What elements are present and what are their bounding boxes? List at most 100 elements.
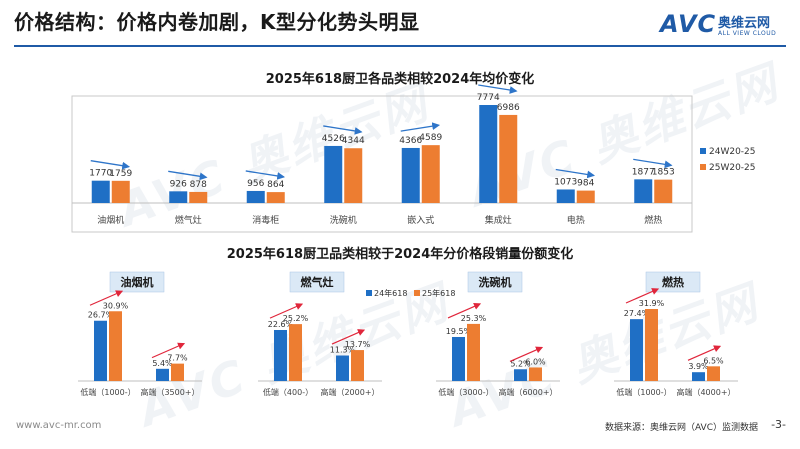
chart1-category-label: 电热 bbox=[567, 214, 585, 226]
chart2-bar-2025 bbox=[351, 350, 364, 381]
chart2-title: 2025年618厨卫品类相较于2024年分价格段销量份额变化 bbox=[226, 247, 574, 262]
chart2-data-label: 26.7% bbox=[88, 311, 114, 320]
chart2-data-label: 19.5% bbox=[446, 327, 472, 336]
chart2-legend-label: 25年618 bbox=[422, 288, 455, 298]
chart1-data-label: 6986 bbox=[497, 103, 520, 113]
chart1-title: 2025年618厨卫各品类相较2024年均价变化 bbox=[265, 72, 535, 87]
chart2-bar-2024 bbox=[630, 319, 643, 381]
chart1-bar-2024 bbox=[91, 180, 110, 203]
chart1-data-label: 7774 bbox=[477, 93, 500, 103]
chart1-frame bbox=[71, 95, 693, 233]
chart2-panel-title-box bbox=[467, 271, 523, 293]
chart2-category-label: 低端（1000-） bbox=[80, 387, 135, 397]
chart1-data-label: 1877 bbox=[632, 167, 655, 177]
chart2-trend-arrow bbox=[447, 303, 482, 319]
chart1-trend-arrow bbox=[478, 84, 518, 94]
chart1-data-label: 878 bbox=[190, 180, 207, 190]
chart2-trend-arrow bbox=[687, 345, 722, 361]
chart2-bar-2024 bbox=[156, 368, 169, 381]
chart2-panel-title-box bbox=[645, 271, 701, 293]
chart1-category-label: 燃气灶 bbox=[175, 214, 202, 226]
chart2-data-label: 31.9% bbox=[639, 299, 665, 308]
chart2-bar-2024 bbox=[692, 372, 705, 381]
chart1-bar-2025 bbox=[266, 192, 285, 203]
chart2-data-label: 3.9% bbox=[688, 362, 709, 371]
page-title: 价格结构：价格内卷加剧，K型分化势头明显 bbox=[14, 10, 420, 34]
chart2-bar-2024 bbox=[514, 369, 527, 381]
chart1-data-label: 1770 bbox=[89, 169, 112, 179]
chart1-data-label: 4589 bbox=[419, 133, 442, 143]
chart1-bar-2024 bbox=[479, 105, 498, 203]
chart1-bar-2024 bbox=[556, 189, 575, 203]
footer-source: 数据来源：奥维云网（AVC）监测数据 bbox=[604, 423, 758, 433]
chart1-category-label: 嵌入式 bbox=[407, 214, 434, 226]
chart2-bar-2024 bbox=[94, 320, 107, 381]
chart1-data-label: 4366 bbox=[399, 136, 422, 146]
chart1-data-label: 4344 bbox=[342, 136, 365, 146]
chart2-data-label: 27.4% bbox=[624, 309, 650, 318]
chart2-category-label: 高端（2000+） bbox=[320, 387, 379, 397]
chart2-data-label: 13.7% bbox=[345, 340, 371, 349]
chart1-trend-arrow bbox=[400, 122, 441, 132]
chart1-bar-2025 bbox=[421, 145, 440, 203]
chart2-bar-2025 bbox=[645, 309, 658, 381]
chart1-bar-2025 bbox=[344, 148, 363, 203]
chart2-category-label: 低端（3000-） bbox=[438, 387, 493, 397]
chart2-panel-title: 燃气灶 bbox=[300, 275, 334, 289]
chart2-bar-2025 bbox=[109, 311, 122, 381]
logo-cn-text: 奥维云网 bbox=[718, 16, 771, 31]
chart2-bar-2025 bbox=[289, 324, 302, 381]
chart2-legend-swatch bbox=[414, 290, 420, 296]
chart1-bar-2025 bbox=[111, 180, 130, 203]
chart1-legend-label: 24W20-25 bbox=[709, 147, 756, 157]
chart1-legend-label: 25W20-25 bbox=[709, 163, 756, 173]
chart1-bar-2025 bbox=[499, 114, 518, 203]
chart2-bar-2025 bbox=[707, 366, 720, 381]
chart2-panel-title-box bbox=[289, 271, 345, 293]
chart1-bar-2024 bbox=[169, 191, 188, 203]
chart1-bar-2025 bbox=[654, 179, 673, 203]
chart2-bar-2025 bbox=[529, 367, 542, 381]
chart1-data-label: 1073 bbox=[554, 177, 577, 187]
avc-logo: AVC 奥维云网 ALL VIEW CLOUD bbox=[660, 10, 790, 42]
chart1-trend-arrow bbox=[555, 168, 596, 179]
chart1-trend-arrow bbox=[168, 170, 208, 181]
chart1-bar-2024 bbox=[324, 145, 343, 203]
chart1-bar-2025 bbox=[189, 191, 208, 203]
chart2-trend-arrow bbox=[331, 329, 366, 345]
chart2-data-label: 25.3% bbox=[461, 314, 487, 323]
chart2-panel-title: 洗碗机 bbox=[479, 275, 512, 289]
chart1-data-label: 956 bbox=[247, 179, 264, 189]
chart1-category-label: 消毒柜 bbox=[252, 214, 279, 226]
chart2-data-label: 5.2% bbox=[510, 359, 531, 368]
chart2-data-label: 22.6% bbox=[268, 320, 294, 329]
chart2-data-label: 5.4% bbox=[152, 359, 173, 368]
page-number: -3- bbox=[771, 418, 786, 431]
chart1-trend-arrow bbox=[90, 160, 131, 170]
footer-url[interactable]: www.avc-mr.com bbox=[16, 420, 102, 431]
chart1-bar-2024 bbox=[401, 147, 420, 203]
chart2-legend-label: 24年618 bbox=[374, 288, 407, 298]
chart2-category-label: 低端（1000-） bbox=[616, 387, 671, 397]
title-underline bbox=[14, 45, 786, 47]
chart2-trend-arrow bbox=[269, 303, 304, 319]
chart1-trend-arrow bbox=[633, 158, 673, 169]
chart1-bar-2025 bbox=[576, 190, 595, 203]
chart1-trend-arrow bbox=[323, 125, 363, 135]
chart2-category-label: 低端（400-） bbox=[263, 387, 313, 397]
chart2-panel-title-box bbox=[109, 271, 165, 293]
logo-avc-text: AVC bbox=[660, 10, 717, 38]
chart2-data-label: 25.2% bbox=[283, 314, 309, 323]
chart2-trend-arrow bbox=[625, 288, 660, 304]
chart2-legend-swatch bbox=[366, 290, 372, 296]
chart2-bar-2025 bbox=[467, 323, 480, 381]
chart2-bar-2024 bbox=[274, 329, 287, 381]
chart1-category-label: 洗碗机 bbox=[330, 214, 357, 226]
chart2-data-label: 6.0% bbox=[525, 357, 546, 366]
chart1-data-label: 1759 bbox=[109, 169, 132, 179]
chart2-panel-title: 燃热 bbox=[661, 275, 684, 289]
chart1-legend-swatch bbox=[700, 148, 706, 154]
chart1-bar-2024 bbox=[634, 179, 653, 203]
chart1-data-label: 4526 bbox=[322, 134, 345, 144]
